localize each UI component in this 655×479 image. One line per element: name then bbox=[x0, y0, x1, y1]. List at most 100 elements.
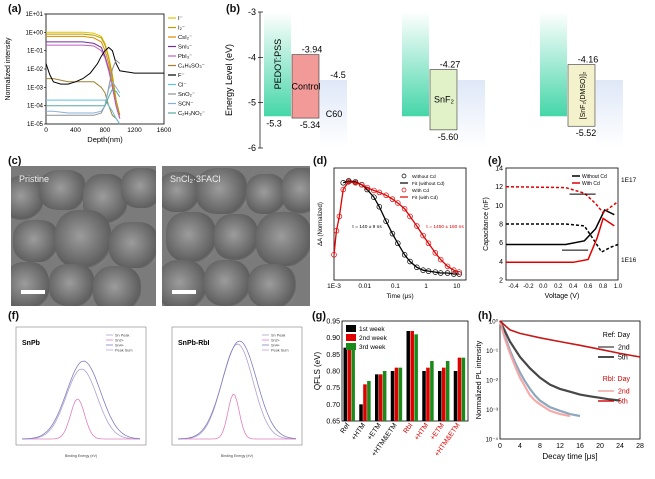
panel-label-d: (d) bbox=[313, 155, 328, 167]
legend-label: F⁻ bbox=[178, 73, 185, 79]
data-point bbox=[401, 205, 408, 212]
y-tick-label: 2 bbox=[499, 278, 503, 285]
y-tick-label: 14 bbox=[495, 166, 503, 173]
y-axis-label: Normalized intensity bbox=[5, 37, 12, 101]
legend-label: 2nd bbox=[618, 389, 630, 396]
y-tick-label: 0.65 bbox=[326, 419, 340, 426]
y-tick-label: 1E-02 bbox=[27, 67, 44, 73]
chart-b-energy-levels: Energy Level (eV) -3 -4 -5 -6 PEDOT:PSS -5.3 Co… bbox=[224, 8, 623, 153]
bar-label: SnF₂ bbox=[434, 95, 455, 105]
data-point bbox=[371, 194, 377, 200]
bar bbox=[457, 357, 462, 421]
series-line bbox=[46, 59, 121, 116]
bar bbox=[426, 367, 430, 421]
bar bbox=[394, 367, 399, 421]
y-tick-label: 6 bbox=[499, 240, 503, 247]
x-tick-label: 1600 bbox=[157, 127, 172, 134]
bar-label: [SnF₂(DMSO)]₂ bbox=[580, 71, 587, 119]
data-point bbox=[407, 258, 413, 265]
x-tick-label: 10 bbox=[453, 283, 461, 290]
legend-label: Sn4+ bbox=[271, 344, 281, 348]
x-tick-label: 12 bbox=[556, 443, 564, 450]
x-tick-label: 0.0 bbox=[539, 284, 548, 290]
sem-image-sncl2: SnCl₂·3FACl bbox=[162, 166, 310, 306]
data-point bbox=[395, 200, 401, 206]
panel-label-a: (a) bbox=[8, 3, 22, 15]
y-tick-label: -3 bbox=[248, 8, 256, 17]
legend-label: SnI₃⁻ bbox=[178, 45, 192, 51]
x-tick-label: -0.2 bbox=[523, 284, 534, 290]
x-tick-label: 1.0 bbox=[614, 284, 623, 290]
series-line bbox=[46, 80, 121, 114]
y-tick-label: 1E-05 bbox=[27, 122, 44, 128]
annotation: τ = 1450 ± 160 ns bbox=[426, 224, 464, 230]
decay-curve bbox=[498, 320, 581, 418]
y-tick-label: 1E+00 bbox=[25, 30, 43, 36]
sem-tag-pristine: Pristine bbox=[19, 174, 50, 184]
category-label: +HTM bbox=[413, 422, 430, 442]
bar bbox=[430, 361, 434, 421]
y-tick-label: 0.90 bbox=[326, 335, 340, 342]
data-point bbox=[456, 269, 462, 275]
legend-label: 5th bbox=[618, 399, 628, 406]
x-tick-label: 8 bbox=[538, 443, 542, 450]
bar bbox=[422, 371, 426, 421]
x-axis-label: Binding Energy (eV) bbox=[221, 454, 253, 458]
y-tick-label: -4 bbox=[248, 52, 256, 62]
bar bbox=[351, 344, 355, 421]
bar-label: C60 bbox=[326, 109, 343, 119]
cv-curve bbox=[505, 185, 619, 214]
x-tick-label: 400 bbox=[70, 127, 81, 134]
data-point bbox=[376, 189, 383, 196]
x-tick-label: 0.8 bbox=[599, 284, 608, 290]
bar bbox=[445, 361, 450, 421]
x-tick-label: 0.6 bbox=[584, 284, 593, 290]
panel-label-c: (c) bbox=[8, 155, 22, 167]
series-line bbox=[46, 33, 121, 116]
bar bbox=[382, 371, 387, 421]
energy-value-label: -5.34 bbox=[300, 120, 321, 130]
x-tick-label: 0.01 bbox=[358, 283, 371, 290]
data-point bbox=[420, 232, 426, 239]
scale-bar bbox=[172, 290, 196, 294]
energy-bar bbox=[402, 12, 429, 117]
legend-label: CsI₂⁻ bbox=[178, 35, 192, 41]
sem-tag-sncl2: SnCl₂·3FACl bbox=[170, 174, 221, 184]
legend-label: Without Cd bbox=[412, 174, 436, 180]
panel-label-b: (b) bbox=[226, 3, 241, 15]
series-line bbox=[46, 44, 121, 119]
x-axis-label: Depth(nm) bbox=[87, 135, 123, 144]
y-tick-label: -5 bbox=[248, 98, 256, 108]
bar bbox=[363, 384, 367, 421]
xps-curve bbox=[22, 398, 140, 440]
xps-curve bbox=[178, 393, 296, 440]
bar bbox=[453, 371, 458, 421]
y-tick-label: 10 bbox=[495, 203, 503, 210]
chart-e-capacitance: 2 4 6 8 10 12 14 -0.4 -0.2 0.0 0.2 0.4 0.6 0.8 1.0 Volt… bbox=[483, 166, 637, 301]
legend-label: Sn4+ bbox=[115, 344, 125, 348]
y-tick-label: 1E+01 bbox=[25, 12, 43, 18]
annotation: τ = 140 ± 9 ns bbox=[352, 224, 382, 230]
data-point bbox=[414, 264, 420, 271]
legend-label: Sn Peak bbox=[271, 334, 285, 338]
x-tick-label: 16 bbox=[576, 443, 584, 450]
legend-label: Fit (without Cd) bbox=[412, 181, 445, 187]
panel-label-h: (h) bbox=[478, 310, 493, 322]
xps-curve bbox=[21, 368, 140, 440]
xps-curve bbox=[21, 360, 141, 440]
legend-label: With Cd bbox=[412, 188, 429, 194]
x-tick-label: 28 bbox=[636, 443, 644, 450]
legend-label: Fit (with Cd) bbox=[412, 195, 438, 201]
legend-label: 5th bbox=[618, 355, 628, 362]
bar bbox=[359, 404, 363, 421]
bar bbox=[367, 381, 371, 421]
y-tick-label: 1E-03 bbox=[27, 85, 44, 91]
legend-label: Peak Sum bbox=[271, 349, 289, 353]
legend-label: I⁻ bbox=[178, 16, 183, 22]
bar bbox=[347, 344, 351, 421]
xps-curve bbox=[177, 340, 297, 440]
bar bbox=[375, 374, 379, 421]
bar bbox=[461, 357, 466, 421]
legend-label: 3rd week bbox=[359, 344, 386, 351]
bar bbox=[414, 334, 418, 421]
